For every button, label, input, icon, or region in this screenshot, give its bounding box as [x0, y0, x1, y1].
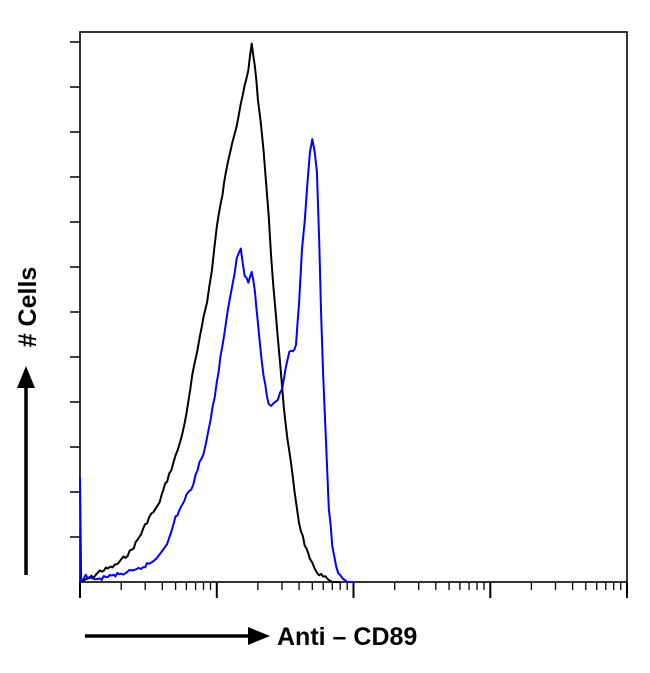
- y-axis-arrow-head: [17, 366, 35, 388]
- series-black-line: [79, 42, 341, 583]
- x-axis-ticks: [79, 582, 628, 598]
- y-axis-label: # Cells: [14, 267, 42, 348]
- x-axis-label: Anti – CD89: [277, 623, 417, 651]
- x-axis-arrow-head: [248, 627, 270, 645]
- series-layer: [79, 42, 354, 583]
- y-axis-label-group: # Cells: [14, 267, 42, 575]
- plot-frame: [79, 31, 628, 583]
- series-blue-line: [79, 138, 354, 583]
- x-axis-label-group: Anti – CD89: [85, 623, 417, 651]
- plot-area: [70, 31, 628, 598]
- y-axis-ticks: [70, 41, 80, 538]
